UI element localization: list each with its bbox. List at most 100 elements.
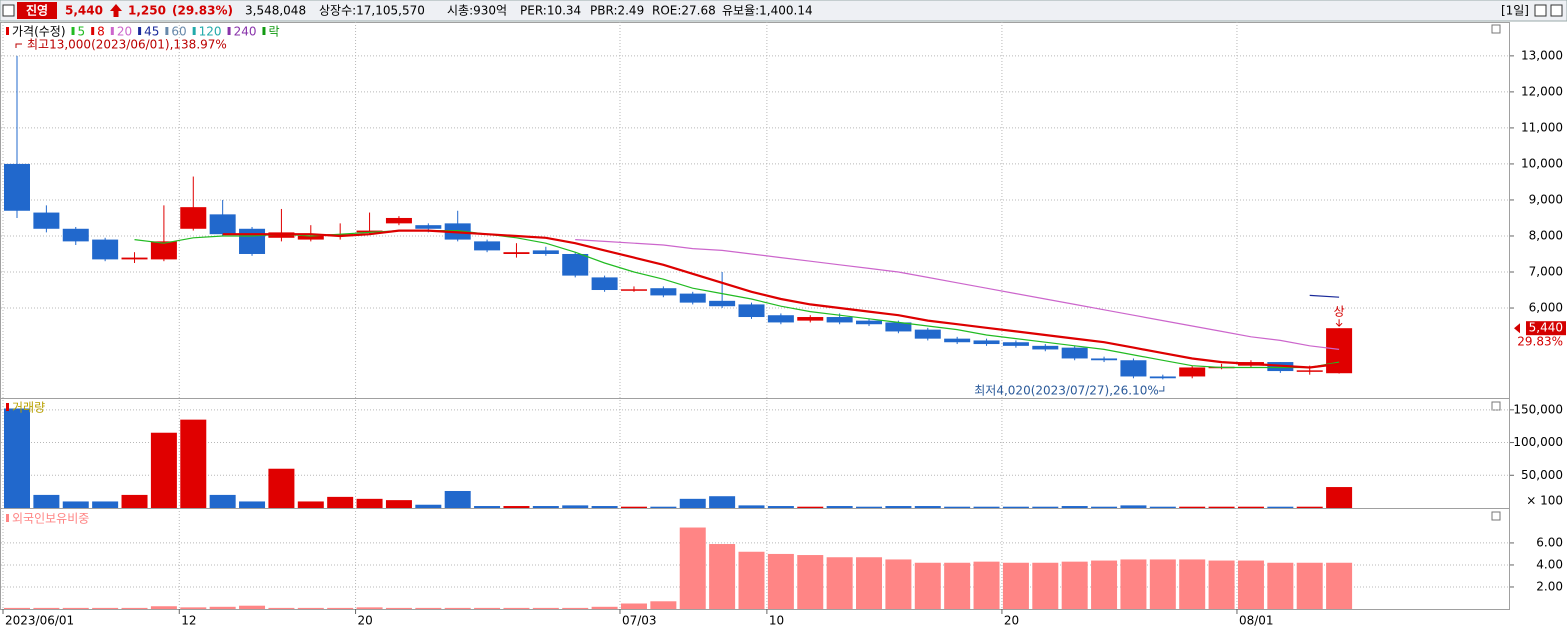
- moving-average-line: [222, 229, 1340, 369]
- candle-body: [709, 300, 736, 307]
- bar: [385, 607, 412, 609]
- bar: [856, 506, 883, 508]
- candle-body: [1149, 376, 1176, 379]
- bar: [150, 432, 177, 508]
- x-tick-label: 12: [181, 614, 196, 628]
- bar: [738, 551, 765, 609]
- bar: [1237, 506, 1264, 508]
- bar: [444, 490, 471, 508]
- low-note: 최저4,020(2023/07/27),26.10%: [974, 384, 1159, 398]
- legend-label: 5: [78, 25, 86, 39]
- bar: [1032, 506, 1059, 508]
- legend-label: 240: [234, 25, 257, 39]
- bar: [92, 607, 119, 609]
- last-change-label: 29.83%: [1517, 335, 1563, 349]
- candle-body: [209, 214, 236, 235]
- bar: [767, 553, 794, 609]
- bar: [1179, 506, 1206, 508]
- candle-body: [650, 288, 677, 296]
- legend-swatch: [6, 27, 9, 35]
- change-pct: (29.83%): [172, 4, 233, 18]
- y-tick-label: 4.00: [1536, 557, 1563, 571]
- candle-body: [1296, 370, 1323, 372]
- bar: [944, 562, 971, 609]
- candle-body: [1032, 345, 1059, 350]
- bar: [62, 501, 89, 508]
- bar: [591, 606, 618, 609]
- panel-button[interactable]: [1491, 24, 1501, 34]
- candle-body: [885, 322, 912, 332]
- y-tick-label: 11,000: [1521, 120, 1563, 134]
- bar: [1032, 562, 1059, 609]
- market-cap: 시총:930억: [447, 4, 507, 18]
- up-arrow: [110, 4, 122, 17]
- price: 5,440: [65, 4, 103, 18]
- low-arrow: [1158, 386, 1165, 392]
- moving-average-line: [1309, 294, 1340, 298]
- candle-body: [826, 317, 853, 323]
- bar: [1149, 506, 1176, 508]
- x-tick-label: 2023/06/01: [5, 614, 74, 628]
- y-tick-label: 6,000: [1529, 301, 1563, 315]
- bar: [1061, 506, 1088, 508]
- last-price-box: [1526, 321, 1566, 336]
- bar: [1296, 506, 1323, 508]
- bar: [650, 506, 677, 508]
- bar: [415, 607, 442, 609]
- panel-title-swatch: [6, 403, 9, 411]
- moving-average-line: [134, 230, 1340, 369]
- bar: [327, 607, 354, 609]
- bar: [1267, 506, 1294, 508]
- bar: [297, 607, 324, 609]
- bar: [1149, 559, 1176, 609]
- bar: [620, 506, 647, 508]
- candle-body: [1179, 367, 1206, 377]
- bar: [562, 607, 589, 609]
- bar: [239, 501, 266, 508]
- y-tick-label: 7,000: [1529, 265, 1563, 279]
- panel-button[interactable]: [1491, 511, 1501, 521]
- bar: [885, 559, 912, 609]
- period[interactable]: [1일]: [1501, 4, 1529, 18]
- price-panel: [0, 22, 1510, 399]
- candle-body: [503, 252, 530, 254]
- candle-body: [944, 338, 971, 343]
- candle-body: [1002, 342, 1029, 346]
- bar: [121, 494, 148, 508]
- legend-label: 120: [199, 25, 222, 39]
- y-tick-label: 6.00: [1536, 535, 1563, 549]
- panel-title: 거래량: [12, 401, 45, 415]
- bar: [62, 607, 89, 609]
- maximize-button[interactable]: [1534, 4, 1547, 17]
- legend-label: 락: [268, 25, 279, 39]
- name-box[interactable]: [17, 2, 57, 19]
- unit-label: × 100: [1526, 494, 1563, 508]
- high-note: 최고13,000(2023/06/01),138.97%: [27, 38, 227, 52]
- bar: [914, 562, 941, 609]
- candle-body: [1061, 347, 1088, 359]
- legend-swatch: [91, 27, 95, 35]
- y-tick-label: 12,000: [1521, 84, 1563, 98]
- panel-button[interactable]: [1491, 401, 1501, 411]
- panel-title: 외국인보유비중: [12, 512, 89, 526]
- bar: [1091, 506, 1118, 508]
- bar: [650, 601, 677, 609]
- checkbox[interactable]: [2, 4, 15, 17]
- legend-label: 가격(수정): [12, 25, 66, 39]
- legend-swatch: [138, 27, 142, 35]
- close-button[interactable]: [1550, 4, 1563, 17]
- bar: [180, 419, 207, 508]
- bar: [973, 561, 1000, 609]
- bar: [1179, 559, 1206, 609]
- bar: [1091, 560, 1118, 609]
- bar: [532, 607, 559, 609]
- bar: [180, 607, 207, 609]
- bar: [33, 607, 60, 609]
- bar: [503, 506, 530, 508]
- bar: [797, 506, 824, 508]
- bar: [209, 606, 236, 609]
- change: 1,250: [128, 4, 166, 18]
- candle-body: [4, 163, 30, 211]
- bar: [92, 501, 119, 508]
- bar: [356, 607, 383, 609]
